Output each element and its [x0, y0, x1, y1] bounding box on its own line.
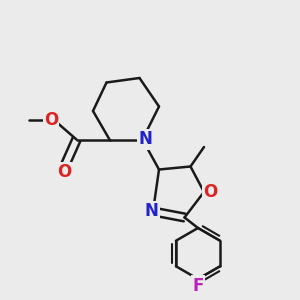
Text: N: N [145, 202, 158, 220]
Text: N: N [139, 130, 152, 148]
Text: O: O [203, 183, 217, 201]
Text: O: O [57, 163, 72, 181]
Text: O: O [44, 111, 58, 129]
Text: F: F [192, 277, 204, 295]
